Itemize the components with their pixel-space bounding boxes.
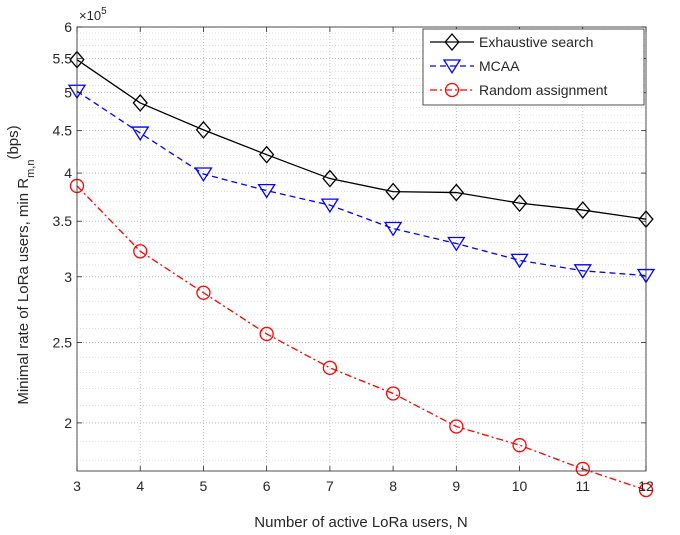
data-point — [511, 194, 528, 213]
legend: Exhaustive search MCAA Random assignment — [422, 28, 645, 106]
data-point — [132, 93, 148, 112]
y-tick-label: 3.5 — [53, 213, 73, 229]
data-point — [447, 236, 466, 252]
y-tick-label: 6 — [64, 19, 72, 35]
series-line — [76, 185, 647, 491]
y-axis-exponent: ×105 — [79, 6, 107, 23]
data-point — [322, 169, 338, 188]
legend-item: Random assignment — [430, 82, 608, 98]
x-axis-label: Number of active LoRa users, N — [254, 514, 467, 531]
y-axis-label: Minimal rate of LoRa users, min Rm,n(bps… — [5, 125, 37, 404]
legend-marker — [444, 32, 460, 52]
legend-marker — [442, 59, 462, 75]
data-point — [322, 360, 338, 375]
x-tick-label: 12 — [638, 478, 654, 494]
data-point — [575, 461, 590, 477]
data-point — [194, 167, 213, 183]
legend-label: Exhaustive search — [479, 34, 593, 50]
data-point — [259, 145, 275, 164]
series-layer — [67, 50, 656, 498]
x-tick-label: 11 — [576, 478, 591, 494]
plot-frame — [76, 26, 647, 472]
x-tick-label: 9 — [452, 478, 460, 494]
data-point — [259, 326, 274, 342]
y-tick-label: 4 — [64, 165, 72, 181]
y-tick-label: 5 — [64, 85, 72, 101]
data-point — [133, 244, 148, 259]
data-point — [196, 285, 211, 300]
x-tick-label: 6 — [263, 478, 271, 494]
x-tick-label: 7 — [326, 478, 334, 494]
data-point — [575, 201, 591, 220]
data-point — [638, 482, 654, 498]
y-tick-label: 4.5 — [53, 123, 73, 139]
data-point — [131, 126, 150, 142]
data-point — [385, 386, 401, 401]
data-point — [510, 253, 529, 269]
y-tick-label: 2.5 — [53, 334, 73, 350]
y-tick-labels: 2 2.5 3 3.5 4 4.5 5 5.5 6 — [53, 19, 73, 431]
legend-item: MCAA — [430, 58, 520, 75]
data-point — [448, 183, 464, 202]
y-tick-label: 3 — [64, 269, 72, 285]
legend-item: Exhaustive search — [430, 32, 593, 52]
data-point — [512, 438, 527, 453]
series-1 — [67, 84, 656, 284]
data-point — [320, 198, 340, 214]
x-tick-label: 10 — [512, 478, 528, 494]
data-point — [257, 183, 276, 199]
series-0 — [69, 50, 654, 229]
x-tick-labels: 3 4 5 6 7 8 9 10 11 12 — [73, 478, 654, 494]
x-tick-label: 5 — [200, 478, 208, 494]
x-tick-label: 4 — [136, 478, 144, 494]
axis-ticks — [76, 26, 647, 471]
legend-label: Random assignment — [479, 82, 608, 98]
data-point — [385, 182, 401, 201]
x-tick-label: 3 — [73, 478, 81, 494]
series-line — [76, 90, 647, 277]
x-tick-label: 8 — [389, 478, 397, 494]
data-point — [195, 120, 212, 139]
y-tick-label: 2 — [64, 415, 72, 431]
y-tick-label: 5.5 — [53, 50, 73, 66]
legend-label: MCAA — [479, 58, 520, 74]
data-point — [383, 221, 403, 237]
data-point — [449, 419, 464, 434]
legend-marker — [444, 82, 460, 98]
data-point — [573, 264, 592, 279]
series-line — [76, 59, 647, 220]
series-2 — [69, 178, 654, 498]
